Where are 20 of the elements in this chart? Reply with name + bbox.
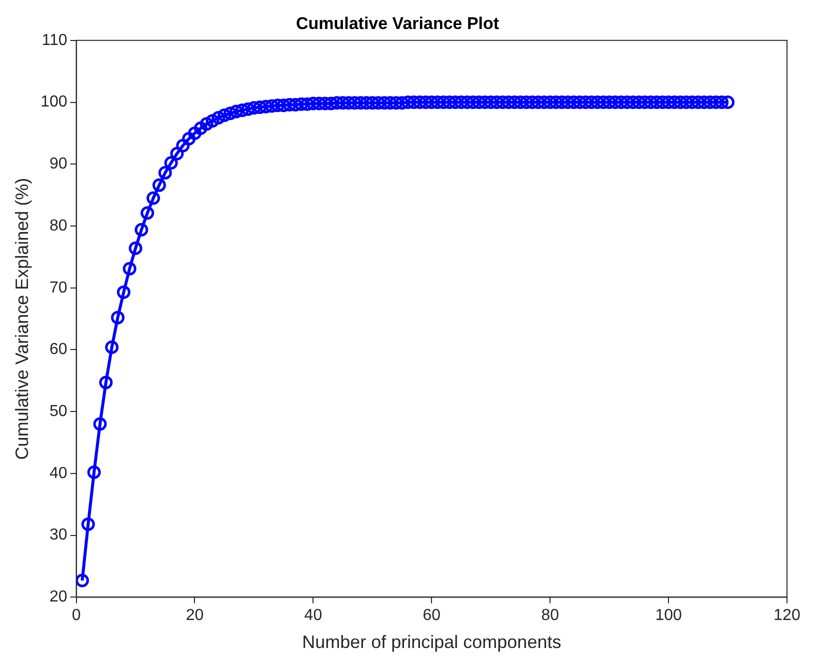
x-axis-title: Number of principal components [302, 632, 562, 652]
x-tick-label: 40 [304, 607, 322, 624]
y-tick-label: 100 [40, 94, 68, 111]
y-tick-label: 90 [50, 156, 68, 173]
y-tick-label: 110 [42, 32, 68, 49]
y-tick-label: 60 [50, 341, 68, 358]
y-tick-label: 30 [50, 526, 68, 544]
x-tick-label: 100 [655, 607, 682, 624]
y-tick-label: 20 [50, 588, 68, 606]
y-tick-label: 80 [50, 217, 68, 234]
y-axis-title: Cumulative Variance Explained (%) [12, 178, 32, 460]
x-tick-label: 80 [541, 607, 560, 624]
y-tick-label: 70 [50, 279, 68, 296]
x-tick-label: 60 [422, 607, 441, 624]
x-tick-label: 120 [774, 607, 800, 624]
y-tick-label: 50 [50, 403, 68, 420]
x-tick-label: 0 [72, 607, 81, 624]
chart-title: Cumulative Variance Plot [296, 14, 500, 33]
y-tick-label: 40 [50, 464, 68, 482]
x-tick-label: 20 [186, 607, 204, 624]
